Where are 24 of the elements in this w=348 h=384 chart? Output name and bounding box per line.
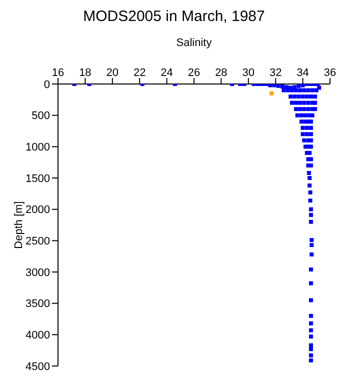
x-tick-label: 36 [324, 67, 336, 79]
x-tick-label: 28 [215, 67, 228, 79]
x-tick-label: 18 [79, 67, 92, 79]
x-tick-label: 24 [160, 67, 173, 79]
y-tick-label: 0 [44, 78, 50, 91]
y-tick-label: 1000 [26, 142, 50, 154]
chart-title: MODS2005 in March, 1987 [82, 8, 266, 27]
y-tick-label: 2000 [26, 204, 50, 216]
y-axis-title: Depth [m] [12, 201, 25, 249]
y-tick-label: 4500 [26, 360, 50, 373]
x-tick-label: 32 [269, 67, 282, 79]
y-tick-label: 3500 [26, 298, 50, 310]
y-tick-label: 4000 [26, 330, 50, 342]
y-tick-label: 500 [32, 110, 50, 122]
x-tick-label: 30 [242, 67, 255, 79]
y-tick-label: 2500 [26, 236, 50, 248]
y-tick-label: 1500 [26, 172, 50, 185]
x-tick-label: 20 [106, 67, 119, 79]
x-axis-title: Salinity [176, 36, 212, 49]
y-tick-label: 3000 [26, 266, 50, 279]
x-tick-label: 22 [133, 67, 146, 79]
x-tick-label: 26 [188, 67, 200, 79]
x-tick-label: 16 [52, 67, 64, 79]
x-tick-label: 34 [296, 67, 309, 79]
